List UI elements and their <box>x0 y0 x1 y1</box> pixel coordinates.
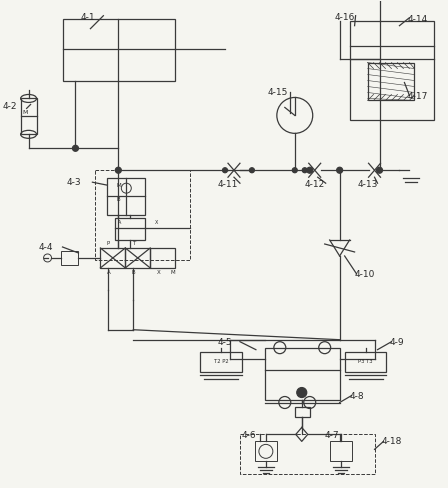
Text: 4-16: 4-16 <box>335 13 355 22</box>
Bar <box>108 178 145 215</box>
Circle shape <box>250 168 254 173</box>
Circle shape <box>302 168 307 173</box>
Circle shape <box>376 167 383 173</box>
Text: P3 T3: P3 T3 <box>358 359 373 364</box>
Circle shape <box>115 167 121 173</box>
Bar <box>265 347 340 400</box>
Text: T: T <box>132 241 135 246</box>
Text: A: A <box>118 220 122 225</box>
Text: 4-17: 4-17 <box>407 92 428 102</box>
Text: B: B <box>116 197 120 202</box>
Text: X: X <box>156 270 160 275</box>
Text: 4-2: 4-2 <box>3 102 17 111</box>
Text: T2 P2: T2 P2 <box>214 359 228 364</box>
Bar <box>240 434 375 474</box>
Circle shape <box>297 387 307 398</box>
Bar <box>330 441 352 461</box>
Text: 4-14: 4-14 <box>407 15 428 24</box>
Bar <box>150 248 175 268</box>
Circle shape <box>336 167 343 173</box>
Text: 4-18: 4-18 <box>382 437 402 447</box>
Bar <box>255 441 277 461</box>
Circle shape <box>73 145 78 151</box>
Text: 4-12: 4-12 <box>305 180 325 189</box>
Bar <box>349 20 435 121</box>
Bar <box>367 62 414 101</box>
Bar <box>345 352 387 371</box>
Text: B: B <box>131 270 135 275</box>
Text: A: A <box>107 270 110 275</box>
Text: 4-5: 4-5 <box>218 338 233 346</box>
Bar <box>21 99 37 134</box>
Text: 4-1: 4-1 <box>81 13 95 22</box>
Text: 4-7: 4-7 <box>325 431 339 440</box>
Text: M: M <box>116 183 121 188</box>
Text: 4-10: 4-10 <box>355 270 375 279</box>
Bar <box>63 19 175 81</box>
Bar <box>295 407 310 417</box>
Circle shape <box>307 167 313 173</box>
Text: 4-9: 4-9 <box>389 338 404 346</box>
Bar <box>100 248 125 268</box>
Text: 4-15: 4-15 <box>268 88 288 98</box>
Bar <box>60 251 78 265</box>
Text: P: P <box>107 241 110 246</box>
Text: M: M <box>22 110 27 115</box>
Text: X: X <box>155 220 159 225</box>
Bar <box>125 248 150 268</box>
Circle shape <box>223 168 228 173</box>
Bar <box>200 352 242 371</box>
Text: 4-11: 4-11 <box>218 180 238 189</box>
Text: M: M <box>171 270 176 275</box>
Bar <box>95 170 190 260</box>
Text: 4-4: 4-4 <box>39 243 53 252</box>
Text: 4-6: 4-6 <box>242 431 257 440</box>
Text: 4-13: 4-13 <box>358 180 378 189</box>
Text: 4-8: 4-8 <box>349 391 364 401</box>
Text: 4-3: 4-3 <box>66 178 81 187</box>
Bar <box>115 218 145 240</box>
Circle shape <box>292 168 297 173</box>
